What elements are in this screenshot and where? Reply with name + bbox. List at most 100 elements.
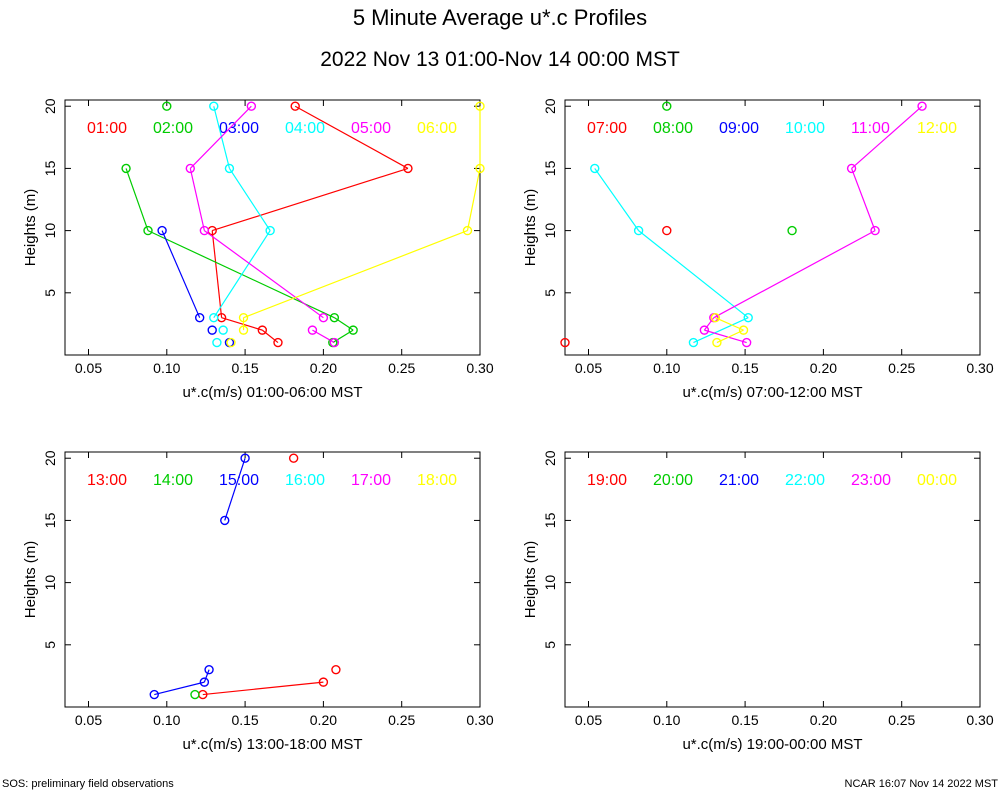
series-segment-1000	[594, 168, 640, 231]
x-tick-label: 0.30	[966, 360, 993, 376]
chart-panel-2: 0.05 0.10 0.15 0.20 0.25 0.30 5 10 15 20 u*.c(m/s)…	[522, 98, 994, 401]
x-axis-label: u*.c(m/s) 01:00-06:00 MST	[182, 384, 362, 401]
legend-entry-0200: 02:00	[153, 120, 193, 137]
x-tick-label: 0.15	[231, 712, 258, 728]
series-segment-1200	[716, 329, 744, 344]
legend-entry-2200: 22:00	[785, 472, 825, 489]
y-axis-label: Heights (m)	[522, 541, 539, 619]
x-tick-label: 0.05	[575, 360, 602, 376]
legend-entry-0900: 09:00	[719, 120, 759, 137]
series-segment-0200	[125, 168, 149, 231]
data-point-1100	[699, 325, 710, 335]
legend-entry-1800: 18:00	[417, 472, 457, 489]
data-point-1200	[712, 337, 722, 348]
series-segment-1100	[704, 329, 747, 344]
y-tick-label: 10	[42, 575, 58, 591]
data-point-0200	[143, 225, 153, 236]
data-point-0500	[318, 312, 329, 323]
data-point-1500	[220, 515, 230, 526]
legend-entry-0300: 03:00	[219, 120, 259, 137]
data-point-0700	[662, 225, 672, 236]
data-point-0100	[290, 101, 300, 111]
figure-title: 5 Minute Average u*.c Profiles	[353, 5, 647, 30]
x-tick-label: 0.30	[466, 712, 493, 728]
data-point-1100	[846, 163, 857, 174]
series-segment-0100	[211, 230, 223, 318]
y-tick-label: 5	[42, 641, 58, 649]
data-point-0400	[218, 325, 228, 335]
series-segment-1000	[638, 230, 749, 319]
series-segment-1100	[713, 230, 876, 319]
legend-entry-1600: 16:00	[285, 472, 325, 489]
y-tick-label: 5	[42, 289, 58, 297]
y-tick-label: 10	[542, 575, 558, 591]
x-tick-label: 0.15	[731, 712, 758, 728]
data-point-1000	[688, 337, 699, 348]
legend-entry-1000: 10:00	[785, 120, 825, 137]
series-segment-0600	[466, 168, 481, 231]
data-point-0600	[475, 163, 485, 174]
plot-frame	[64, 451, 481, 708]
legend-entry-1300: 13:00	[87, 472, 127, 489]
data-point-1300	[288, 453, 299, 463]
data-point-0800	[662, 101, 672, 111]
data-point-0100	[257, 325, 268, 335]
data-point-0500	[185, 163, 195, 174]
series-segment-1500	[224, 458, 246, 521]
x-tick-label: 0.05	[575, 712, 602, 728]
y-axis-label: Heights (m)	[22, 541, 39, 619]
series-segment-0100	[294, 105, 409, 169]
x-tick-label: 0.30	[966, 712, 993, 728]
x-tick-label: 0.25	[888, 712, 915, 728]
series-segment-0500	[204, 230, 324, 319]
y-tick-label: 20	[542, 450, 558, 466]
legend-entry-2000: 20:00	[653, 472, 693, 489]
data-point-0500	[246, 101, 257, 111]
series-segment-1200	[715, 317, 744, 331]
x-tick-label: 0.25	[388, 712, 415, 728]
x-tick-label: 0.15	[731, 360, 758, 376]
data-point-0500	[199, 225, 210, 236]
figure-subtitle: 2022 Nov 13 01:00-Nov 14 00:00 MST	[320, 48, 680, 71]
series-segment-0500	[189, 168, 205, 231]
y-tick-label: 15	[42, 512, 58, 528]
data-point-0300	[157, 225, 167, 236]
series-segment-1500	[154, 681, 205, 696]
series-segment-0400	[228, 168, 271, 231]
chart-panel-3: 0.05 0.10 0.15 0.20 0.25 0.30 5 10 15 20 u*.c(m/s)…	[22, 450, 494, 753]
series-segment-0500	[189, 105, 252, 169]
legend-entry-0800: 08:00	[653, 120, 693, 137]
x-tick-label: 0.30	[466, 360, 493, 376]
legend-entry-0100: 01:00	[87, 120, 127, 137]
x-tick-label: 0.20	[310, 360, 337, 376]
plot-frame	[564, 99, 981, 356]
data-point-1500	[204, 664, 214, 675]
legend-entry-0500: 05:00	[351, 120, 391, 137]
data-point-0600	[226, 337, 236, 348]
data-point-0600	[238, 325, 249, 335]
data-point-1000	[743, 312, 753, 323]
data-point-1000	[590, 163, 600, 174]
series-segment-1500	[203, 669, 210, 683]
data-point-0400	[224, 163, 235, 174]
legend-entry-0000: 00:00	[917, 472, 957, 489]
x-axis-label: u*.c(m/s) 13:00-18:00 MST	[182, 736, 362, 753]
data-point-0600	[238, 312, 249, 323]
legend-entry-1500: 15:00	[219, 472, 259, 489]
x-tick-label: 0.10	[653, 360, 680, 376]
legend-entry-1400: 14:00	[153, 472, 193, 489]
data-point-0500	[329, 337, 340, 348]
legend-entry-1900: 19:00	[587, 472, 627, 489]
x-tick-label: 0.15	[231, 360, 258, 376]
x-tick-label: 0.05	[75, 360, 102, 376]
legend-entry-0700: 07:00	[587, 120, 627, 137]
plot-frame	[564, 451, 981, 708]
chart-panel-4: 0.05 0.10 0.15 0.20 0.25 0.30 5 10 15 20 u*.c(m/s)…	[522, 450, 994, 753]
data-point-1100	[870, 225, 880, 236]
data-point-0400	[265, 225, 275, 236]
data-point-1000	[633, 225, 644, 236]
series-segment-0300	[161, 230, 201, 318]
y-tick-label: 20	[542, 98, 558, 114]
x-tick-label: 0.05	[75, 712, 102, 728]
x-tick-label: 0.20	[810, 712, 837, 728]
